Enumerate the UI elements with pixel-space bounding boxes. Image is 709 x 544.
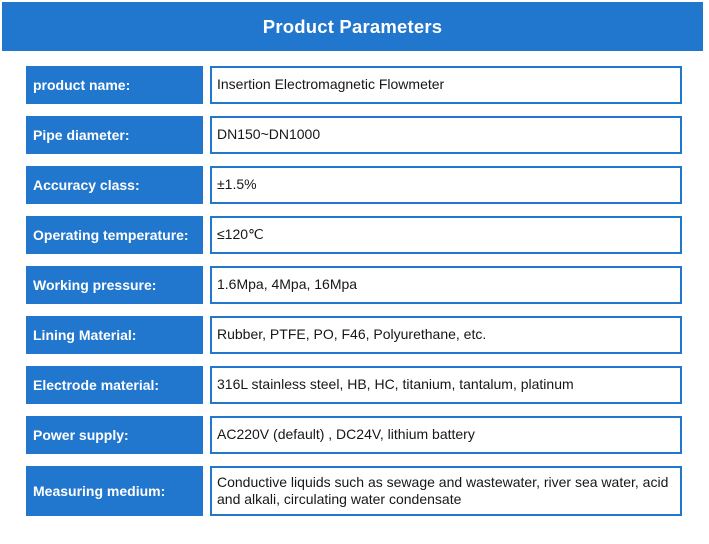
- row-label: Operating temperature:: [26, 216, 203, 254]
- row-label: Pipe diameter:: [26, 116, 203, 154]
- row-value: DN150~DN1000: [210, 116, 682, 154]
- parameters-table: product name: Insertion Electromagnetic …: [26, 66, 682, 528]
- table-row: product name: Insertion Electromagnetic …: [26, 66, 682, 104]
- row-label: product name:: [26, 66, 203, 104]
- header-bar: Product Parameters: [2, 2, 703, 51]
- table-row: Operating temperature: ≤120℃: [26, 216, 682, 254]
- row-label: Measuring medium:: [26, 466, 203, 516]
- table-row: Electrode material: 316L stainless steel…: [26, 366, 682, 404]
- table-row: Pipe diameter: DN150~DN1000: [26, 116, 682, 154]
- row-label: Accuracy class:: [26, 166, 203, 204]
- row-value: 316L stainless steel, HB, HC, titanium, …: [210, 366, 682, 404]
- table-row: Measuring medium: Conductive liquids suc…: [26, 466, 682, 516]
- row-value: Rubber, PTFE, PO, F46, Polyurethane, etc…: [210, 316, 682, 354]
- row-value: 1.6Mpa, 4Mpa, 16Mpa: [210, 266, 682, 304]
- row-label: Lining Material:: [26, 316, 203, 354]
- row-value: Insertion Electromagnetic Flowmeter: [210, 66, 682, 104]
- row-value: Conductive liquids such as sewage and wa…: [210, 466, 682, 516]
- row-label: Power supply:: [26, 416, 203, 454]
- row-value: ≤120℃: [210, 216, 682, 254]
- table-row: Power supply: AC220V (default) , DC24V, …: [26, 416, 682, 454]
- table-row: Accuracy class: ±1.5%: [26, 166, 682, 204]
- page-title: Product Parameters: [262, 15, 443, 37]
- row-value: ±1.5%: [210, 166, 682, 204]
- table-row: Working pressure: 1.6Mpa, 4Mpa, 16Mpa: [26, 266, 682, 304]
- row-value: AC220V (default) , DC24V, lithium batter…: [210, 416, 682, 454]
- row-label: Working pressure:: [26, 266, 203, 304]
- table-row: Lining Material: Rubber, PTFE, PO, F46, …: [26, 316, 682, 354]
- row-label: Electrode material:: [26, 366, 203, 404]
